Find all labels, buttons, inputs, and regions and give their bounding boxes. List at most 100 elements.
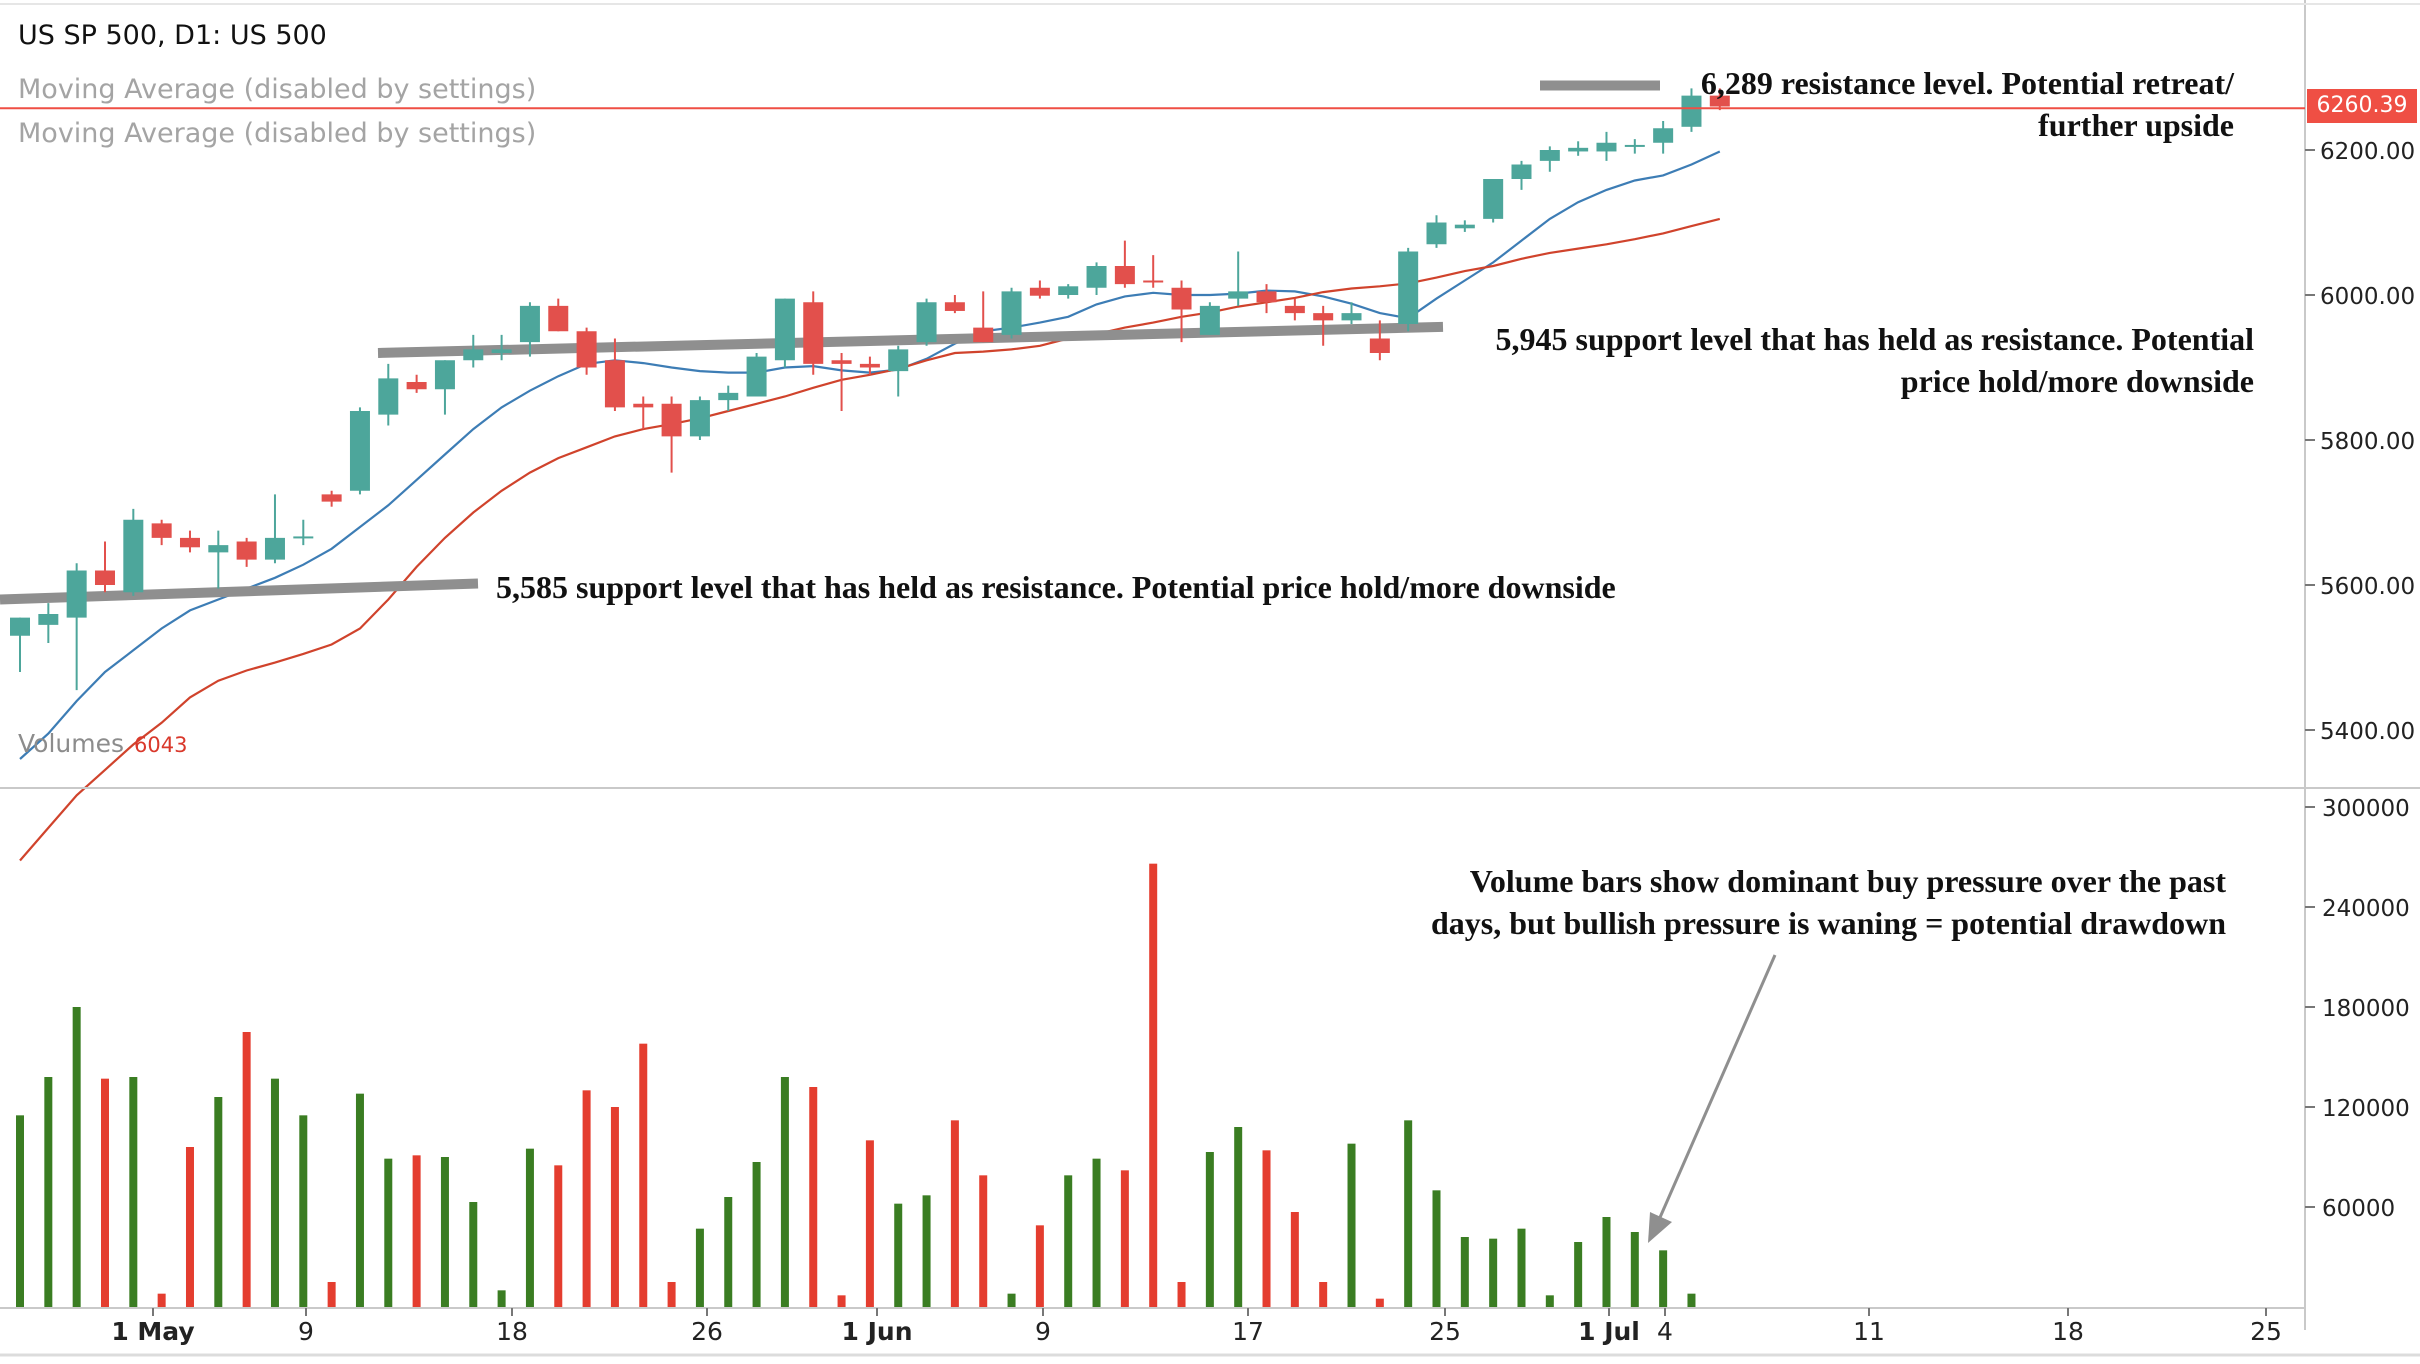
moving-average-label-2: Moving Average (disabled by settings) bbox=[18, 118, 537, 149]
candle-body bbox=[689, 400, 710, 437]
volume-bar bbox=[1092, 1158, 1101, 1307]
volume-bar bbox=[894, 1203, 903, 1307]
volume-bar bbox=[922, 1195, 931, 1307]
price-tick-label: 5600.00 bbox=[2320, 574, 2415, 600]
volume-tick-label: 240000 bbox=[2322, 896, 2410, 922]
candle-body bbox=[604, 360, 625, 408]
candle-body bbox=[1228, 291, 1249, 299]
annotation-line: 5,945 support level that has held as res… bbox=[1495, 321, 2254, 357]
candle-body bbox=[1568, 147, 1589, 152]
volume-bar bbox=[525, 1148, 534, 1307]
time-tick-label: 9 bbox=[1035, 1317, 1051, 1346]
volume-bar bbox=[72, 1007, 81, 1307]
volume-bar bbox=[610, 1107, 619, 1307]
volume-bar bbox=[865, 1140, 874, 1307]
time-tick-label: 11 bbox=[1853, 1317, 1885, 1346]
chart-title: US SP 500, D1: US 500 bbox=[18, 20, 327, 51]
volume-bar bbox=[695, 1228, 704, 1307]
time-tick-label: 1 Jun bbox=[842, 1317, 913, 1346]
annotation-support-5585: 5,585 support level that has held as res… bbox=[496, 566, 1616, 608]
volume-bar bbox=[270, 1078, 279, 1307]
volume-bar bbox=[355, 1093, 364, 1307]
volume-bar bbox=[412, 1155, 421, 1307]
candle-body bbox=[38, 614, 59, 625]
volume-tick-label: 180000 bbox=[2322, 996, 2410, 1022]
candle-body bbox=[1483, 179, 1504, 219]
volume-bar bbox=[1659, 1250, 1668, 1307]
volume-bar bbox=[157, 1293, 166, 1307]
candle-body bbox=[463, 349, 484, 361]
candle-body bbox=[973, 327, 994, 343]
volume-bar bbox=[1517, 1228, 1526, 1307]
candle-body bbox=[661, 403, 682, 437]
volume-legend-label: Volumes bbox=[18, 729, 125, 758]
volume-bar bbox=[327, 1282, 336, 1307]
annotation-line: Volume bars show dominant buy pressure o… bbox=[1469, 863, 2226, 899]
volume-bar bbox=[1007, 1293, 1016, 1307]
candle-body bbox=[123, 519, 144, 593]
volume-bar bbox=[1404, 1120, 1413, 1307]
volume-bar bbox=[1149, 863, 1158, 1307]
volume-bar bbox=[1545, 1295, 1554, 1307]
candle-body bbox=[944, 302, 965, 311]
volume-bar bbox=[497, 1290, 506, 1307]
volume-bar bbox=[44, 1077, 53, 1307]
volume-arrow bbox=[1648, 954, 1777, 1243]
candle-body bbox=[1171, 287, 1192, 310]
volume-legend: Volumes 6043 bbox=[18, 729, 187, 758]
candle-body bbox=[1596, 142, 1617, 152]
volume-bar bbox=[1574, 1242, 1583, 1307]
candle-body bbox=[434, 360, 455, 390]
candle-body bbox=[1114, 266, 1135, 285]
volume-bar bbox=[1602, 1217, 1611, 1307]
candle-body bbox=[633, 403, 654, 408]
moving-average-label-1: Moving Average (disabled by settings) bbox=[18, 74, 537, 105]
volume-bar bbox=[185, 1147, 194, 1307]
last-price-tag: 6260.39 bbox=[2307, 89, 2417, 123]
candle-body bbox=[1681, 95, 1702, 127]
annotation-support-5945: 5,945 support level that has held as res… bbox=[1350, 318, 2254, 402]
volume-bar bbox=[299, 1115, 308, 1307]
candle-body bbox=[1653, 128, 1674, 143]
candle-body bbox=[1313, 313, 1334, 321]
volume-bar bbox=[1177, 1282, 1186, 1307]
candle-body bbox=[746, 356, 767, 397]
candle-body bbox=[1199, 305, 1220, 335]
candle-body bbox=[1256, 291, 1277, 303]
time-tick-label: 17 bbox=[1232, 1317, 1264, 1346]
volume-bar bbox=[469, 1202, 478, 1307]
volume-tick-label: 60000 bbox=[2322, 1196, 2395, 1222]
candle-body bbox=[548, 305, 569, 332]
annotation-line: 5,585 support level that has held as res… bbox=[496, 569, 1616, 605]
volume-bar bbox=[1120, 1170, 1129, 1307]
volume-bar bbox=[809, 1087, 818, 1307]
ma-slow-line bbox=[19, 217, 1721, 862]
volume-bar bbox=[1432, 1190, 1441, 1307]
time-tick-label: 1 Jul bbox=[1578, 1317, 1640, 1346]
volume-bar bbox=[384, 1158, 393, 1307]
volume-bar bbox=[1347, 1143, 1356, 1307]
volume-bar bbox=[1375, 1298, 1384, 1307]
volume-bar bbox=[1290, 1212, 1299, 1307]
volume-bar bbox=[1205, 1152, 1214, 1307]
candle-body bbox=[576, 331, 597, 368]
volume-bar bbox=[16, 1115, 24, 1307]
candle-body bbox=[179, 537, 200, 548]
time-tick-label: 18 bbox=[2052, 1317, 2084, 1346]
price-tick-label: 6000.00 bbox=[2320, 284, 2415, 310]
price-tick-label: 5400.00 bbox=[2320, 719, 2415, 745]
candle-body bbox=[66, 570, 87, 618]
volume-bar bbox=[129, 1077, 138, 1307]
annotation-line: 6,289 resistance level. Potential retrea… bbox=[1700, 65, 2234, 101]
candle-body bbox=[1398, 251, 1419, 324]
annotation-line: days, but bullish pressure is waning = p… bbox=[1430, 905, 2226, 941]
candle-body bbox=[491, 349, 512, 353]
volume-bars bbox=[16, 863, 1696, 1307]
time-tick-label: 25 bbox=[1429, 1317, 1461, 1346]
candle-body bbox=[803, 302, 824, 364]
candle-body bbox=[1624, 144, 1645, 147]
candles bbox=[10, 88, 1730, 691]
